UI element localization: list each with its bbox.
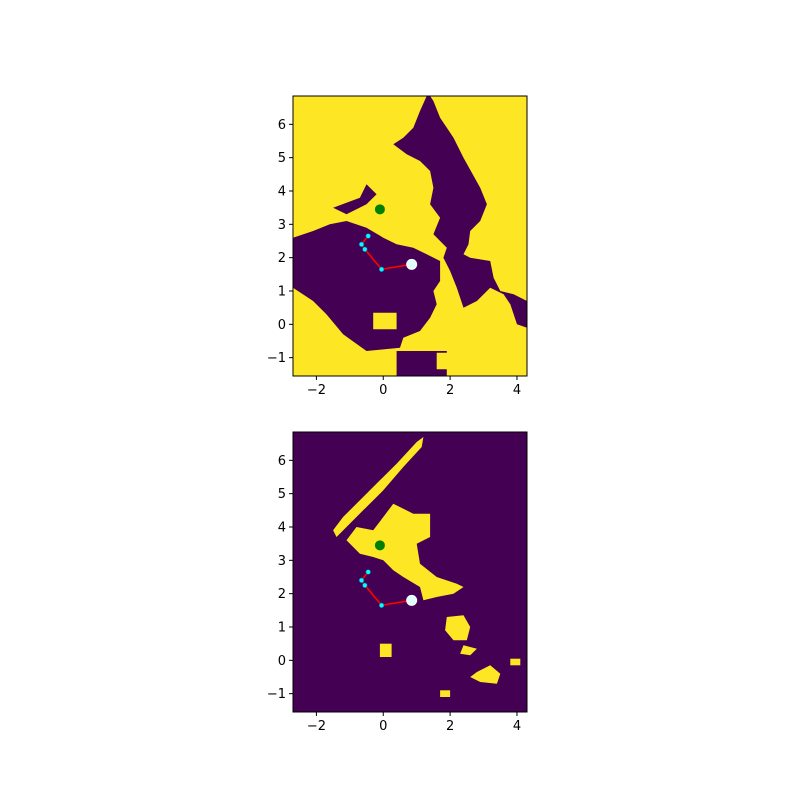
y-tick-label: 5 xyxy=(278,487,286,502)
map-region-free-3 xyxy=(460,645,477,656)
path-waypoint-marker xyxy=(358,577,365,584)
x-tick-label: 2 xyxy=(446,383,454,398)
y-tick-label: 3 xyxy=(278,218,286,233)
y-tick-label: 2 xyxy=(278,251,286,266)
x-tick-label: 0 xyxy=(379,719,387,734)
y-tick-label: −1 xyxy=(267,687,286,702)
map-region-occupied-0 xyxy=(393,96,527,328)
x-tick-label: 4 xyxy=(513,383,521,398)
top-map-cells xyxy=(293,96,527,376)
path-waypoint-marker xyxy=(362,246,368,253)
x-tick-label: 2 xyxy=(446,719,454,734)
path-waypoint-marker xyxy=(378,266,385,273)
path-waypoint-marker xyxy=(358,241,365,248)
robot-position-marker xyxy=(406,594,418,606)
x-tick-label: 4 xyxy=(513,719,521,734)
path-waypoint-marker xyxy=(362,582,368,589)
top-map-path-overlay xyxy=(358,204,418,273)
map-region-free-1 xyxy=(346,503,464,601)
goal-marker xyxy=(374,540,385,551)
goal-marker xyxy=(374,204,385,215)
map-region-occupied-1 xyxy=(293,221,441,351)
y-tick-label: 4 xyxy=(278,185,286,200)
robot-position-marker xyxy=(406,258,418,270)
y-tick-label: 0 xyxy=(278,318,286,333)
map-region-free-7 xyxy=(510,658,521,666)
y-tick-label: 1 xyxy=(278,621,286,636)
y-tick-label: 5 xyxy=(278,151,286,166)
top-map-axes: −2 0 2 4 −1 0 1 2 3 4 5 6 xyxy=(267,118,521,398)
y-tick-label: −1 xyxy=(267,351,286,366)
y-tick-label: 4 xyxy=(278,521,286,536)
top-map-frame xyxy=(292,95,528,377)
bottom-map-axes: −2 0 2 4 −1 0 1 2 3 4 5 6 xyxy=(267,454,521,734)
map-region-free-2 xyxy=(445,615,471,641)
map-region-free-6 xyxy=(440,690,451,697)
top-map-panel: −2 0 2 4 −1 0 1 2 3 4 5 6 xyxy=(267,95,528,398)
y-tick-label: 6 xyxy=(278,454,286,469)
path-waypoint-marker xyxy=(365,569,371,575)
map-region-occupied-2 xyxy=(396,351,447,376)
bottom-map-cells xyxy=(333,437,521,697)
map-region-free-6 xyxy=(473,317,504,345)
y-tick-label: 3 xyxy=(278,554,286,569)
map-region-free-4 xyxy=(470,665,501,684)
bottom-map-path-overlay xyxy=(358,540,418,609)
x-tick-label: 0 xyxy=(379,383,387,398)
x-tick-label: −2 xyxy=(307,383,326,398)
y-tick-label: 1 xyxy=(278,285,286,300)
y-tick-label: 2 xyxy=(278,587,286,602)
x-tick-label: −2 xyxy=(307,719,326,734)
y-tick-label: 6 xyxy=(278,118,286,133)
bottom-map-frame xyxy=(292,431,528,713)
path-waypoint-marker xyxy=(365,233,371,239)
map-region-free-5 xyxy=(379,643,392,657)
map-region-free-5 xyxy=(436,352,454,370)
map-region-free-0 xyxy=(333,437,424,537)
bottom-map-panel: −2 0 2 4 −1 0 1 2 3 4 5 6 xyxy=(267,431,528,734)
path-waypoint-marker xyxy=(378,602,385,609)
y-tick-label: 0 xyxy=(278,654,286,669)
map-region-free-4 xyxy=(373,312,397,330)
map-region-occupied-3 xyxy=(333,184,377,215)
